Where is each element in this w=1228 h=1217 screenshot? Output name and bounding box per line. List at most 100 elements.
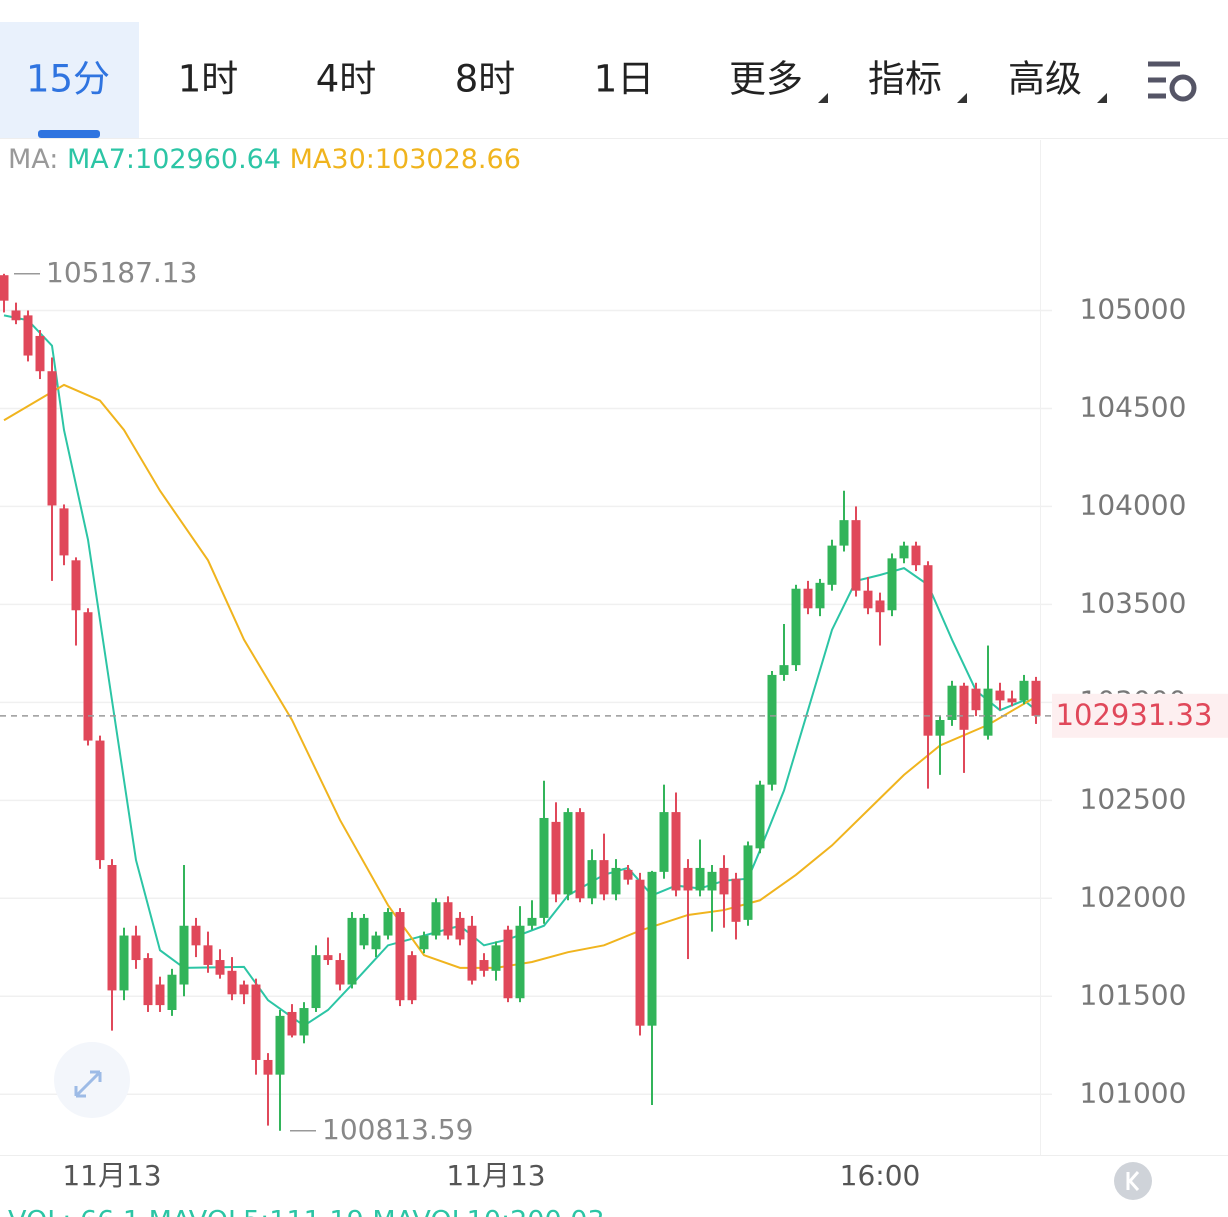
candle-body bbox=[563, 812, 573, 895]
candle-body bbox=[23, 315, 33, 356]
tab[interactable]: 更多 bbox=[729, 58, 803, 101]
candle-body bbox=[791, 588, 801, 666]
tab[interactable]: 1日 bbox=[594, 58, 655, 101]
candle-body bbox=[371, 935, 381, 950]
tab[interactable]: 15分 bbox=[26, 58, 110, 101]
candle-body bbox=[47, 371, 57, 506]
candle-body bbox=[515, 925, 525, 999]
candle-body bbox=[299, 1008, 309, 1036]
candle-body bbox=[815, 582, 825, 609]
candle-body bbox=[695, 867, 705, 891]
tab[interactable]: 1时 bbox=[178, 58, 239, 101]
candle-body bbox=[611, 867, 621, 895]
candle-body bbox=[407, 955, 417, 1001]
candle-body bbox=[347, 917, 357, 985]
candle-body bbox=[539, 817, 549, 918]
x-tick-label: 16:00 bbox=[840, 1159, 921, 1192]
scroll-latest-icon bbox=[1126, 1171, 1140, 1191]
candle-body bbox=[359, 917, 369, 946]
candle-body bbox=[431, 902, 441, 936]
settings-icon[interactable] bbox=[1148, 61, 1180, 99]
candle-body bbox=[1031, 680, 1041, 716]
y-tick-label: 101500 bbox=[1080, 978, 1187, 1011]
candle-body bbox=[0, 275, 9, 301]
tab-dropdown-arrow bbox=[957, 93, 967, 103]
candle-body bbox=[995, 690, 1005, 701]
candle-body bbox=[491, 945, 501, 971]
candle-body bbox=[119, 935, 129, 991]
candle-body bbox=[83, 612, 93, 741]
candle-body bbox=[899, 545, 909, 559]
candle-body bbox=[755, 784, 765, 849]
candle-body bbox=[251, 984, 261, 1060]
candle-body bbox=[131, 935, 141, 961]
candle-body bbox=[95, 740, 105, 861]
candle-body bbox=[731, 878, 741, 922]
candle-body bbox=[947, 685, 957, 720]
tab[interactable]: 4时 bbox=[316, 58, 377, 101]
candle-body bbox=[839, 520, 849, 546]
ma-legend-entry: MA30:103028.66 bbox=[290, 144, 521, 175]
x-tick-label: 11月13 bbox=[446, 1159, 545, 1192]
candle-body bbox=[575, 812, 585, 899]
candle-body bbox=[311, 955, 321, 1009]
active-tab-underline bbox=[38, 130, 100, 138]
labels: 11月13 11月13 16:00 105187.13 100813.59 102931.… bbox=[0, 256, 1228, 1192]
candle-body bbox=[455, 917, 465, 940]
candle-body bbox=[443, 902, 453, 936]
candle-body bbox=[647, 871, 657, 1026]
candle-body bbox=[887, 558, 897, 611]
tab[interactable]: 高级 bbox=[1008, 58, 1082, 101]
y-tick-label: 102000 bbox=[1080, 880, 1187, 913]
candle-body bbox=[827, 545, 837, 585]
candle-body bbox=[191, 925, 201, 946]
candle-body bbox=[779, 665, 789, 675]
candle-body bbox=[971, 688, 981, 711]
candle-body bbox=[683, 867, 693, 891]
candle-body bbox=[863, 590, 873, 609]
tab-dropdown-arrow bbox=[818, 93, 828, 103]
candle-body bbox=[1019, 680, 1029, 701]
candle-body bbox=[743, 845, 753, 920]
ma-legend: MA: MA7:102960.64 MA30:103028.66 bbox=[8, 144, 521, 175]
grid: 1010001015001020001025001030001035001040… bbox=[0, 292, 1186, 1109]
candle-body bbox=[179, 925, 189, 985]
expand-icon bbox=[74, 1070, 102, 1098]
y-tick-label: 104000 bbox=[1080, 488, 1187, 521]
candle-body bbox=[395, 912, 405, 1001]
candle-body bbox=[275, 1015, 285, 1075]
candle-body bbox=[479, 960, 489, 971]
ma-legend-entry: MA7:102960.64 bbox=[67, 144, 281, 175]
y-tick-label: 102500 bbox=[1080, 782, 1187, 815]
y-tick-label: 103500 bbox=[1080, 586, 1187, 619]
y-tick-label: 105000 bbox=[1080, 292, 1187, 325]
candle-body bbox=[107, 865, 117, 991]
candle-body bbox=[263, 1059, 273, 1075]
candle-body bbox=[803, 588, 813, 609]
candle-body bbox=[59, 508, 69, 556]
candle-body bbox=[875, 600, 885, 613]
candle-body bbox=[635, 879, 645, 1026]
candle-body bbox=[35, 335, 45, 372]
tab[interactable]: 8时 bbox=[455, 58, 516, 101]
candle-body bbox=[959, 685, 969, 730]
min-price-label: 100813.59 bbox=[322, 1113, 473, 1146]
candle-body bbox=[419, 935, 429, 950]
settings-icon-gear bbox=[1169, 74, 1197, 102]
candle-body bbox=[659, 812, 669, 872]
candle-body bbox=[11, 310, 21, 321]
candle-body bbox=[155, 984, 165, 1006]
max-price-label: 105187.13 bbox=[46, 256, 197, 289]
ma-line bbox=[3, 383, 1037, 969]
candle-body bbox=[719, 867, 729, 895]
candle-body bbox=[323, 955, 333, 961]
tab[interactable]: 指标 bbox=[868, 58, 942, 101]
active-tab-bg bbox=[0, 22, 139, 138]
candle-body bbox=[383, 912, 393, 936]
scroll-latest-button[interactable] bbox=[1114, 1162, 1152, 1200]
last-price-box bbox=[1052, 693, 1228, 738]
candle-body bbox=[983, 688, 993, 736]
candles bbox=[0, 273, 1041, 1131]
candle-body bbox=[527, 917, 537, 926]
